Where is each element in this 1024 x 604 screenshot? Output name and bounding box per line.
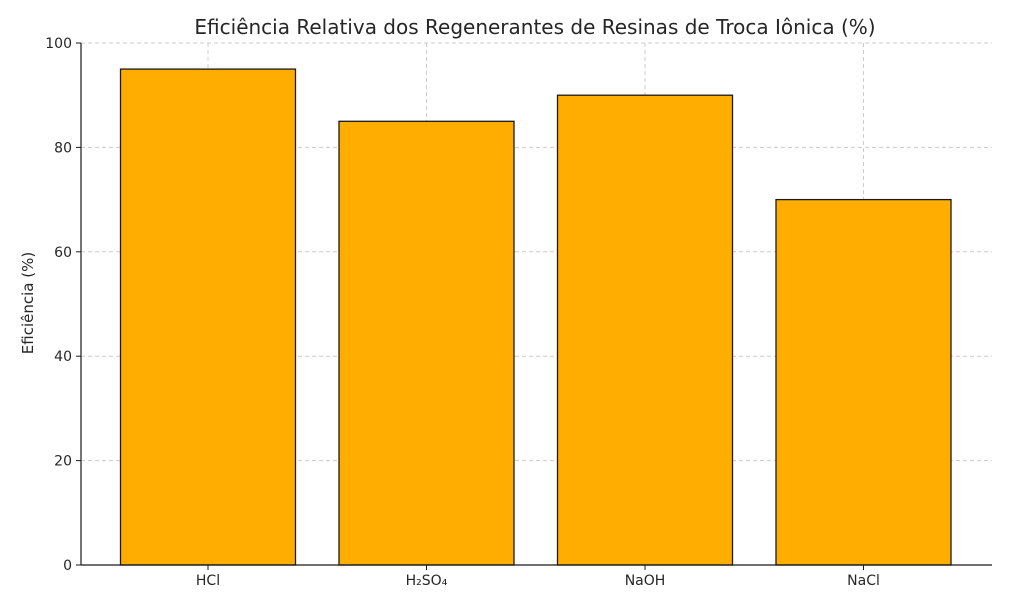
tick-labels: 0 20 40 60 80 100 HCl H₂SO₄ NaOH NaCl	[45, 36, 880, 589]
bar-1	[119, 68, 297, 566]
y-tick-label: 80	[54, 140, 72, 156]
bar-2	[338, 120, 515, 566]
bars	[119, 68, 952, 566]
chart-title: Eficiência Relativa dos Regenerantes de …	[194, 15, 875, 39]
x-tick-label: H₂SO₄	[406, 573, 448, 589]
axes	[76, 42, 992, 570]
y-tick-label: 20	[54, 454, 72, 470]
y-tick-label: 0	[63, 558, 72, 574]
x-tick-label: HCl	[196, 573, 220, 589]
bar-3	[556, 94, 734, 566]
y-tick-label: 60	[54, 245, 72, 261]
y-tick-label: 100	[45, 36, 72, 52]
x-tick-label: NaOH	[625, 573, 666, 589]
y-axis-label: Eficiência (%)	[19, 252, 37, 354]
bar-4	[775, 198, 952, 566]
x-tick-label: NaCl	[847, 573, 880, 589]
y-tick-label: 40	[54, 349, 72, 365]
